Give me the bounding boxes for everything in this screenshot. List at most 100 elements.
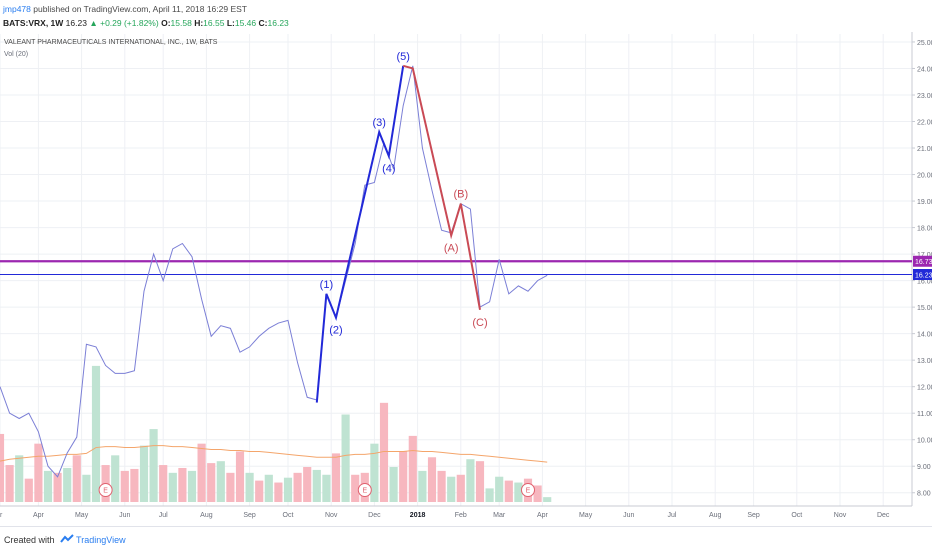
volume-bar [466, 459, 475, 502]
volume-bar [283, 477, 293, 502]
volume-bar [437, 470, 446, 502]
volume-bar [15, 455, 24, 502]
volume-bar [379, 402, 389, 502]
corrective-wave-label: (A) [444, 243, 459, 255]
volume-bar [543, 497, 552, 502]
earnings-marker [98, 483, 113, 497]
volume-bar [370, 443, 379, 502]
volume-bar [399, 451, 408, 502]
volume-bar [91, 365, 101, 502]
high-value: 16.55 [203, 18, 225, 28]
price-tag-label: 16.73 [915, 259, 932, 266]
volume-bar [514, 482, 523, 502]
volume-bar [312, 469, 321, 502]
low-value: 15.46 [234, 18, 257, 28]
volume-bar [303, 467, 312, 502]
volume-bar [168, 472, 177, 502]
volume-bar [53, 472, 62, 502]
volume-bar [216, 461, 225, 502]
y-tick-label: 12.00 [917, 385, 932, 392]
y-tick-label: 25.00 [917, 40, 932, 47]
volume-bar [389, 467, 398, 502]
open-value: 15.58 [170, 18, 192, 28]
x-tick-label: Apr [33, 512, 45, 519]
volume-bar [322, 474, 331, 502]
volume-bar [495, 476, 504, 502]
impulse-wave-line [315, 65, 405, 403]
footer-bar: Created with TradingView [0, 526, 932, 551]
y-tick-label: 19.00 [917, 199, 932, 206]
y-tick-label: 15.00 [917, 305, 932, 312]
volume-bar [187, 470, 197, 502]
volume-bar [197, 443, 206, 502]
volume-bar [255, 480, 264, 502]
chart-title: VALEANT PHARMACEUTICALS INTERNATIONAL, I… [4, 39, 218, 46]
volume-bar [341, 414, 350, 502]
y-tick-label: 14.00 [917, 332, 932, 339]
x-tick-label: r [0, 512, 3, 519]
impulse-wave-label: (2) [329, 325, 342, 337]
volume-ma-line [0, 445, 548, 463]
x-tick-label: May [75, 512, 89, 519]
volume-bar [331, 453, 341, 502]
volume-bar [72, 455, 81, 502]
price-tag-bg [913, 255, 932, 267]
created-with: Created with TradingView [4, 534, 126, 545]
volume-bar [274, 482, 283, 502]
high-label: H: [194, 18, 204, 28]
volume-bar [63, 467, 72, 502]
x-tick-label: Oct [791, 512, 802, 519]
volume-bar [427, 457, 437, 502]
volume-bar [418, 470, 427, 502]
x-tick-label: Feb [455, 512, 467, 519]
volume-bar [82, 474, 91, 502]
x-tick-label: Jul [159, 512, 168, 519]
volume-bar [159, 465, 168, 502]
volume-bar [178, 467, 187, 502]
x-tick-label: Mar [493, 512, 506, 519]
volume-bar [351, 474, 360, 502]
price-chart[interactable]: 8.00 9.00 10.00 11.00 12.00 13.00 14.00 15.00 16… [0, 32, 932, 524]
volume-bar [447, 476, 456, 502]
earnings-marker-label: E [526, 488, 531, 495]
x-tick-label: Jul [668, 512, 677, 519]
tradingview-brand[interactable]: TradingView [76, 535, 126, 545]
impulse-wave-label: (4) [382, 163, 395, 175]
volume-bar [120, 470, 129, 502]
low-label: L: [226, 18, 235, 28]
x-tick-label: Oct [283, 512, 294, 519]
publish-info: jmp478 published on TradingView.com, Apr… [3, 4, 247, 14]
y-tick-label: 17.00 [917, 252, 932, 259]
y-tick-label: 21.00 [917, 146, 932, 153]
y-tick-label: 16.00 [917, 279, 932, 286]
volume-bar [24, 478, 33, 502]
volume-bar [207, 463, 216, 502]
open-label: O: [161, 18, 171, 28]
volume-bar [0, 433, 5, 502]
y-tick-label: 20.00 [917, 173, 932, 180]
impulse-wave-label: (5) [396, 51, 409, 63]
x-tick-label: May [579, 512, 593, 519]
volume-bar [264, 474, 273, 502]
corrective-wave-label: (C) [472, 317, 487, 329]
x-tick-label: Dec [877, 512, 890, 519]
y-tick-label: 8.00 [917, 491, 931, 498]
x-tick-label: Jun [623, 512, 634, 519]
x-tick-label: Dec [368, 512, 381, 519]
x-tick-label: Sep [747, 512, 760, 519]
price-change: ▲ +0.29 (+1.82%) [89, 18, 159, 28]
volume-bar [533, 485, 542, 502]
x-tick-label: Aug [200, 512, 213, 519]
y-tick-label: 10.00 [917, 438, 932, 445]
corrective-wave-line [402, 64, 481, 310]
volume-indicator-label: Vol (20) [4, 51, 28, 58]
created-with-text: Created with [4, 535, 55, 545]
x-tick-label: Sep [243, 512, 256, 519]
volume-bar [475, 461, 485, 502]
earnings-marker [521, 483, 535, 497]
chart-area[interactable]: 8.00 9.00 10.00 11.00 12.00 13.00 14.00 15.00 16… [0, 32, 932, 524]
volume-bar [139, 445, 149, 502]
close-label: C: [258, 18, 268, 28]
volume-bar [226, 472, 235, 502]
author-link[interactable]: jmp478 [3, 4, 31, 14]
